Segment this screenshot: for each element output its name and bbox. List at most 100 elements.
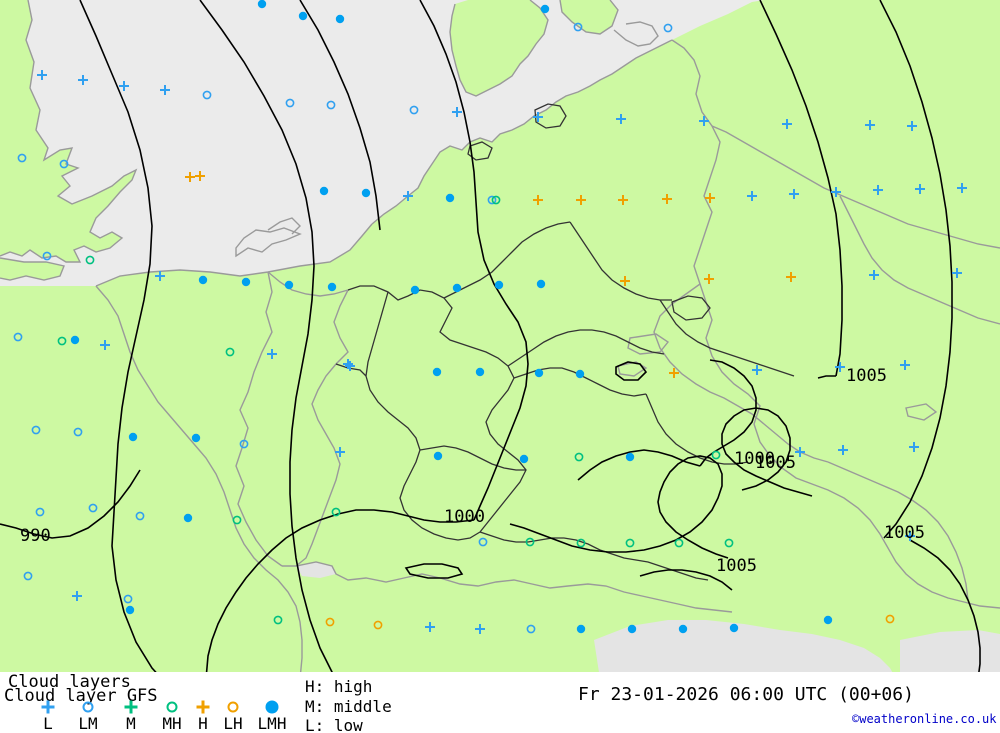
station-plus — [403, 191, 413, 201]
isobar-label: 1005 — [846, 366, 887, 386]
land-britain — [0, 0, 136, 262]
legend-label-lm: LM — [78, 714, 98, 733]
station-ring — [123, 594, 133, 604]
plus-icon — [196, 700, 210, 714]
land-south-england — [0, 258, 64, 280]
station-ring — [573, 22, 583, 32]
isobar-1000-w — [199, 0, 339, 679]
station-plus — [747, 191, 757, 201]
station-hring — [885, 614, 895, 624]
station-hplus — [576, 195, 586, 205]
station-mring — [525, 537, 535, 547]
station-plus — [155, 271, 165, 281]
legend-title-primary: Cloud layers — [8, 672, 131, 692]
station-ring — [135, 511, 145, 521]
station-dot — [335, 14, 345, 24]
station-dot — [432, 367, 442, 377]
station-dot — [576, 624, 586, 634]
station-mring — [232, 515, 242, 525]
station-plus — [909, 442, 919, 452]
station-plus — [905, 531, 915, 541]
isobar-label: 1000 — [444, 507, 485, 527]
station-plus — [267, 349, 277, 359]
station-ring — [409, 105, 419, 115]
border-layer — [0, 0, 1000, 679]
station-dot — [410, 285, 420, 295]
station-plus — [78, 75, 88, 85]
station-plus — [900, 360, 910, 370]
station-plus — [782, 119, 792, 129]
isobar-1000-c — [419, 0, 529, 521]
land-jutland — [450, 0, 548, 96]
station-ring — [73, 427, 83, 437]
station-ring — [487, 195, 497, 205]
station-ring — [202, 90, 212, 100]
station-dot — [536, 279, 546, 289]
isobar-label: 990 — [20, 526, 51, 546]
station-ring — [663, 23, 673, 33]
station-plus — [873, 185, 883, 195]
station-mring — [57, 336, 67, 346]
station-dot — [519, 454, 529, 464]
land-continental-europe — [0, 0, 1000, 679]
station-mring — [711, 450, 721, 460]
station-dot — [445, 193, 455, 203]
station-symbol-layer — [13, 0, 967, 634]
station-mring — [273, 615, 283, 625]
station-dot — [475, 367, 485, 377]
station-plus — [335, 447, 345, 457]
legend-label-row: L LM M MH H LH LMH — [0, 714, 300, 733]
legend-symbol-lmh — [263, 699, 281, 715]
station-dot — [183, 513, 193, 523]
station-mring — [491, 195, 501, 205]
station-mring — [674, 538, 684, 548]
weather-map[interactable]: 990 1000 1000 1005 1005 1005 1005 — [0, 0, 1000, 679]
station-plus — [119, 81, 129, 91]
station-hplus — [618, 195, 628, 205]
station-plus — [699, 116, 709, 126]
station-ring — [31, 425, 41, 435]
station-plus — [789, 189, 799, 199]
station-mring — [625, 538, 635, 548]
legend-symbol-m — [122, 699, 140, 715]
forecast-datetime: Fr 23-01-2026 06:00 UTC (00+06) — [578, 684, 914, 705]
station-hplus — [195, 171, 205, 181]
legend-symbol-row — [0, 699, 300, 715]
station-mring — [576, 538, 586, 548]
station-ring — [59, 159, 69, 169]
legend-symbol-lh — [224, 699, 242, 715]
station-hring — [373, 620, 383, 630]
station-mring — [724, 538, 734, 548]
station-ring — [239, 439, 249, 449]
legend-label-mh: MH — [162, 714, 182, 733]
legend-label-l: L — [43, 714, 53, 733]
station-dot — [241, 277, 251, 287]
isobar-label: 1000 — [734, 449, 775, 469]
station-dot — [625, 452, 635, 462]
station-dot — [729, 623, 739, 633]
station-ring — [526, 624, 536, 634]
legend-title-model: Cloud layer GFS — [4, 686, 158, 706]
station-plus — [616, 114, 626, 124]
station-dot — [494, 280, 504, 290]
station-dot — [298, 11, 308, 21]
station-dot — [198, 275, 208, 285]
station-plus — [343, 359, 353, 369]
copyright-credit: ©weatheronline.co.uk — [852, 712, 997, 726]
station-dot — [361, 188, 371, 198]
isobar-label: 1005 — [884, 523, 925, 543]
station-mring — [85, 255, 95, 265]
station-dot — [678, 624, 688, 634]
station-dot — [128, 432, 138, 442]
station-plus — [72, 591, 82, 601]
station-plus — [752, 365, 762, 375]
station-hplus — [533, 195, 543, 205]
station-hplus — [705, 193, 715, 203]
station-plus — [795, 447, 805, 457]
station-hplus — [786, 272, 796, 282]
station-plus — [475, 624, 485, 634]
station-plus — [915, 184, 925, 194]
station-plus — [452, 107, 462, 117]
legend-key-high: H: high — [305, 677, 373, 696]
